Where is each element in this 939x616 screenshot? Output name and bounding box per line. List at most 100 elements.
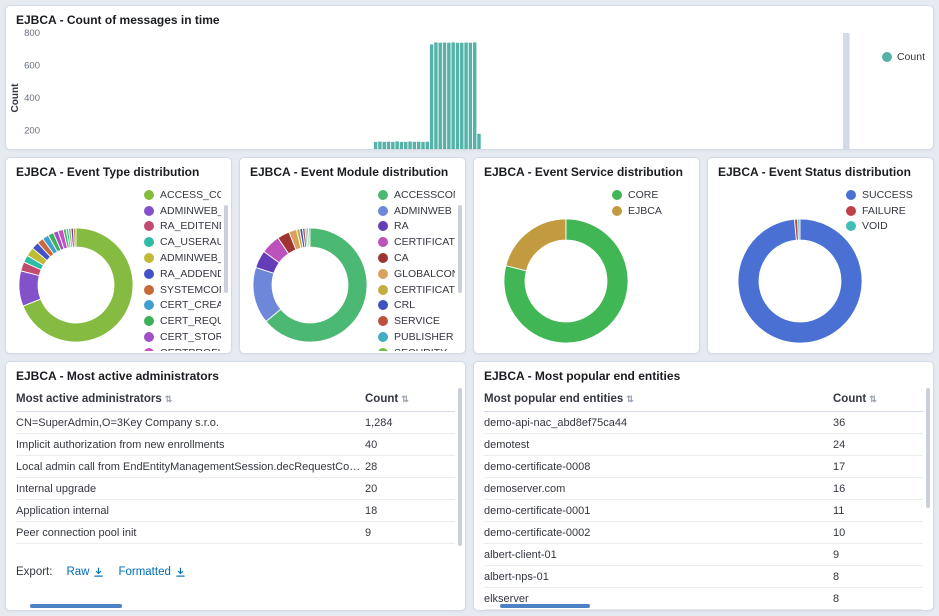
legend-label: ADMINWEB_AD... [160,252,221,265]
donut-chart-event-status [737,218,863,344]
legend-label: SUCCESS [862,188,913,201]
legend-item[interactable]: CERTPROFILE_E... [144,345,221,351]
legend-item[interactable]: SERVICE [378,313,455,329]
legend-item[interactable]: CERT_CREATION [144,298,221,314]
column-header-count[interactable]: Count ⇅ [365,388,455,412]
table-horizontal-scrollbar[interactable] [500,604,590,608]
legend-item[interactable]: EJBCA [612,203,689,219]
export-formatted-link[interactable]: Formatted [118,566,185,578]
table-vertical-scrollbar[interactable] [926,388,930,508]
donut-slice-SUCCESS[interactable] [737,218,863,344]
histogram-bar[interactable] [442,42,447,150]
histogram-bar[interactable] [464,42,468,150]
histogram-bar[interactable] [425,141,430,150]
donut-slice-ACCESSCONTROL[interactable] [265,227,368,343]
donut-slice-ACCESS_CONTR...[interactable] [22,227,134,343]
legend-label: CORE [628,188,659,201]
legend-item[interactable]: CERT_REQUEST [144,313,221,329]
table-row: demo-api-nac_abd8ef75ca44 36 [484,411,923,434]
legend-label: EJBCA [628,204,662,217]
row-count-cell: 40 [365,433,455,456]
histogram-bar[interactable] [399,141,404,150]
legend-label: CA [394,252,409,265]
sort-icon[interactable]: ⇅ [869,394,877,404]
legend-item[interactable]: VOID [846,219,923,235]
legend-label: ACCESS_CONTR... [160,188,221,201]
histogram-bar[interactable] [408,141,412,150]
donut-slice-EJBCA[interactable] [505,218,567,272]
histogram-bar[interactable] [395,141,399,150]
legend-dot-icon [144,221,154,232]
legend-item[interactable]: RA_EDITENDENT... [144,219,221,235]
histogram-bar[interactable] [378,141,382,150]
legend-item[interactable]: CRL [378,298,455,314]
row-label-cell: demo-api-nac_abd8ef75ca44 [484,411,833,434]
legend-item[interactable]: ADMINWEB_AD... [144,250,221,266]
donut-slice-CORE[interactable] [503,218,629,344]
donut-slice-CRYPTOTOKEN[interactable] [308,227,311,248]
sort-icon[interactable]: ⇅ [401,394,409,404]
legend-item[interactable]: CA_USERAUTH [144,234,221,250]
table-row: albert-client-01 9 [484,543,923,566]
legend-label: RA_ADDENDENTI... [160,267,221,280]
histogram-bar[interactable] [447,42,451,150]
legend-item[interactable]: SUCCESS [846,187,923,203]
histogram-bar[interactable] [386,141,391,150]
histogram-bar[interactable] [451,42,455,150]
histogram-bar[interactable] [391,141,395,150]
row-count-cell: 16 [833,477,923,500]
legend-item[interactable]: ADMINWEB [378,203,455,219]
sort-icon[interactable]: ⇅ [164,394,173,404]
legend-scrollbar[interactable] [224,205,228,293]
legend-item[interactable]: CERTIFICATE [378,234,455,250]
legend-item[interactable]: RA [378,219,455,235]
legend-item[interactable]: CERT_STORED [144,329,221,345]
legend-dot-icon [881,52,892,62]
histogram-bar[interactable] [429,44,434,150]
legend-item[interactable]: FAILURE [846,203,923,219]
legend-item[interactable]: CERTIFICATEPR... [378,282,455,298]
donut-chart-event-type [18,227,134,343]
histogram-bar[interactable] [404,141,408,150]
legend-item[interactable]: CORE [612,187,689,203]
histogram-bar[interactable] [373,141,378,150]
legend-dot-icon [846,205,856,216]
table-vertical-scrollbar[interactable] [458,388,462,546]
legend-item[interactable]: ADMINWEB_AD... [144,203,221,219]
histogram-bar[interactable] [477,133,481,150]
column-header-label: Most active administrators [16,393,162,405]
legend-item[interactable]: SECURITY_AUDIT [378,345,455,351]
histogram-legend[interactable]: Count [881,51,925,63]
legend-label: CRL [394,299,416,312]
histogram-bar[interactable] [412,141,417,150]
column-header-most-active-administrators[interactable]: Most active administrators ⇅ [16,388,365,412]
histogram-bar[interactable] [382,141,386,150]
histogram-bar[interactable] [472,42,477,150]
histogram-bar[interactable] [460,42,464,150]
export-raw-link[interactable]: Raw [66,566,104,578]
legend-item[interactable]: PUBLISHER [378,329,455,345]
donut-slice-VOID[interactable] [797,218,801,241]
histogram-bar[interactable] [421,141,425,150]
table-horizontal-scrollbar[interactable] [30,604,122,608]
legend-item[interactable]: RA_ADDENDENTI... [144,266,221,282]
legend-scrollbar[interactable] [458,205,462,293]
column-header-most-popular-end-entities[interactable]: Most popular end entities ⇅ [484,388,833,412]
legend-item[interactable]: GLOBALCONF [378,266,455,282]
donut-slice-other[interactable] [73,227,77,248]
histogram-bar[interactable] [455,42,460,150]
column-header-count[interactable]: Count ⇅ [833,388,923,412]
legend-item[interactable]: CA [378,250,455,266]
legend-item[interactable]: ACCESS_CONTR... [144,187,221,203]
histogram-bar[interactable] [416,141,421,150]
legend-item[interactable]: SYSTEMCONF_E... [144,282,221,298]
sort-icon[interactable]: ⇅ [626,394,634,404]
histogram-bar[interactable] [468,42,473,150]
legend-dot-icon [144,237,154,248]
table-row: demotest 24 [484,433,923,456]
donut-legend-event-module: ACCESSCONTROL ADMINWEB RA CERTIFICATE CA GLOB… [378,187,455,351]
legend-label: RA_EDITENDENT... [160,220,221,233]
histogram-bar[interactable] [438,42,442,150]
legend-item[interactable]: ACCESSCONTROL [378,187,455,203]
histogram-bar[interactable] [434,42,438,150]
